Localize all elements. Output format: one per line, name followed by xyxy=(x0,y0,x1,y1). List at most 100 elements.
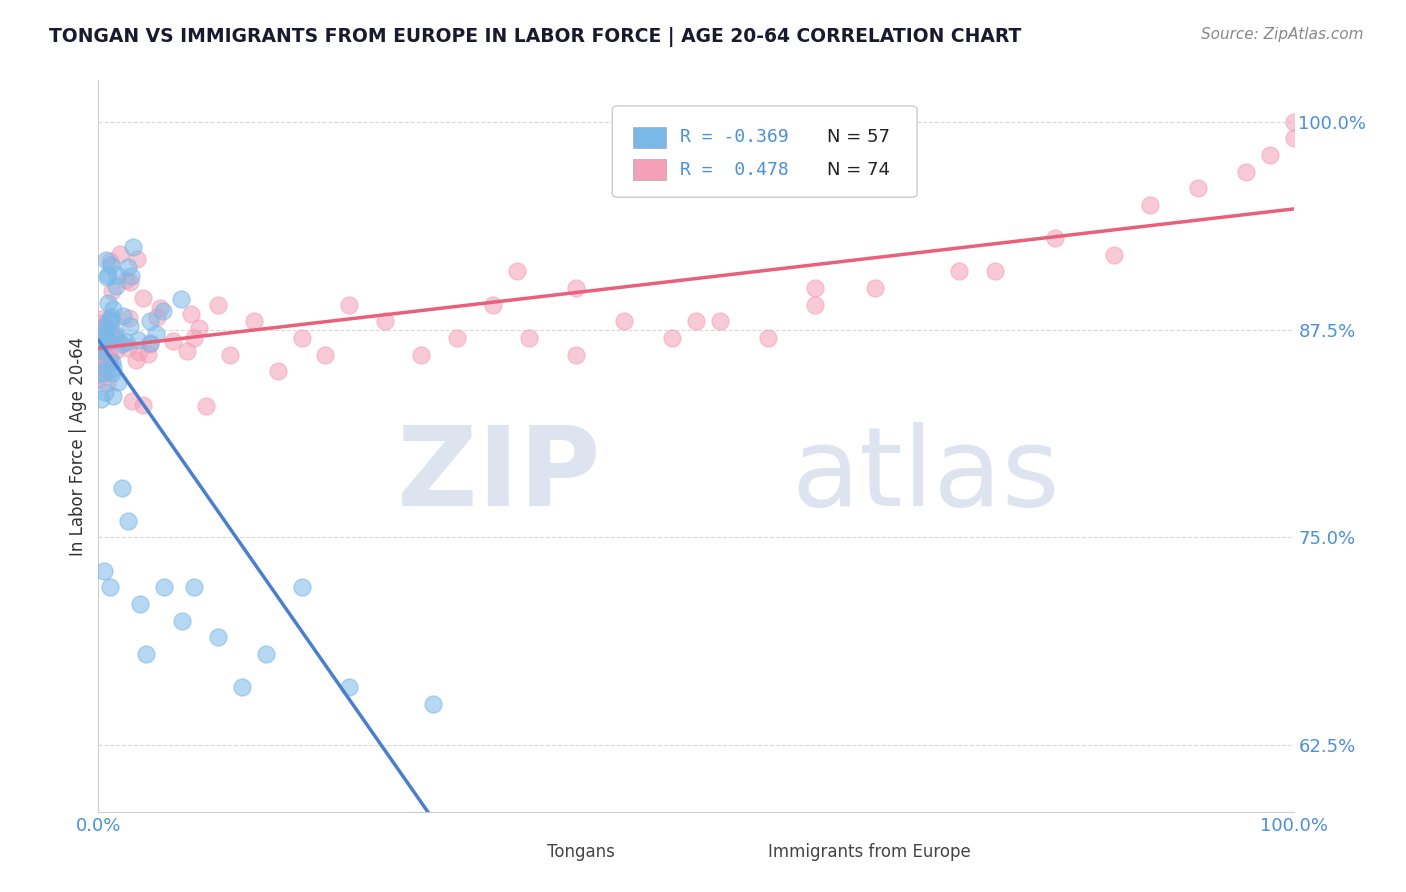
Point xyxy=(89,367,111,381)
Point xyxy=(117,514,139,528)
Point xyxy=(1234,164,1257,178)
Point xyxy=(108,247,131,261)
Point xyxy=(1139,198,1161,212)
Y-axis label: In Labor Force | Age 20-64: In Labor Force | Age 20-64 xyxy=(69,336,87,556)
Point xyxy=(96,376,118,391)
Point xyxy=(105,343,128,357)
Point xyxy=(194,399,217,413)
Point xyxy=(94,330,117,344)
Point xyxy=(183,331,205,345)
Point xyxy=(121,393,143,408)
Point xyxy=(125,252,148,267)
Point xyxy=(89,344,111,359)
Text: Immigrants from Europe: Immigrants from Europe xyxy=(768,843,970,861)
Point xyxy=(291,580,314,594)
Point xyxy=(1104,248,1126,262)
Text: Source: ZipAtlas.com: Source: ZipAtlas.com xyxy=(1201,27,1364,42)
Point xyxy=(124,352,146,367)
Point xyxy=(100,310,122,325)
FancyBboxPatch shape xyxy=(725,845,752,861)
FancyBboxPatch shape xyxy=(613,106,917,197)
FancyBboxPatch shape xyxy=(633,127,666,147)
Point xyxy=(709,314,731,328)
Point xyxy=(89,331,111,345)
Point xyxy=(138,347,160,361)
Point xyxy=(104,329,127,343)
Point xyxy=(254,647,277,661)
Point xyxy=(481,298,505,312)
Point xyxy=(446,331,468,345)
Point xyxy=(89,372,111,386)
Point xyxy=(105,268,128,282)
Point xyxy=(94,385,117,400)
Point xyxy=(115,273,138,287)
Point xyxy=(183,580,205,594)
Point xyxy=(96,270,118,285)
Point xyxy=(172,614,194,628)
Point xyxy=(1258,148,1281,162)
Point xyxy=(101,314,124,328)
Point xyxy=(145,310,167,324)
Point xyxy=(152,304,174,318)
Point xyxy=(176,344,198,359)
Point xyxy=(153,580,176,594)
Point xyxy=(97,334,120,348)
Point xyxy=(422,697,444,711)
Point xyxy=(135,647,157,661)
Point xyxy=(661,331,683,345)
Text: R =  0.478: R = 0.478 xyxy=(681,161,789,178)
Point xyxy=(89,316,111,330)
Point xyxy=(1282,115,1305,129)
Point xyxy=(115,334,138,349)
Point xyxy=(93,366,115,380)
Point xyxy=(162,334,184,349)
Point xyxy=(100,313,122,327)
Point xyxy=(103,301,125,316)
Point xyxy=(120,269,142,284)
Point xyxy=(103,388,125,402)
Point xyxy=(89,334,111,348)
Point xyxy=(139,314,162,328)
Point xyxy=(111,481,134,495)
Point xyxy=(756,331,779,345)
Point xyxy=(804,281,827,295)
Point xyxy=(97,295,120,310)
Point xyxy=(93,326,115,340)
Point xyxy=(145,327,167,342)
Point xyxy=(97,268,120,282)
Point xyxy=(291,331,314,345)
Point xyxy=(118,318,141,333)
Point xyxy=(107,375,129,389)
Point xyxy=(89,312,111,326)
Point xyxy=(100,284,122,298)
Point xyxy=(565,281,588,295)
Text: N = 57: N = 57 xyxy=(828,128,890,146)
Point xyxy=(96,352,118,367)
Point xyxy=(207,298,229,312)
Point xyxy=(243,314,266,328)
Point xyxy=(98,254,121,268)
Text: N = 74: N = 74 xyxy=(828,161,890,178)
FancyBboxPatch shape xyxy=(633,160,666,180)
Point xyxy=(315,347,337,361)
Point xyxy=(149,301,172,316)
Point xyxy=(207,630,229,644)
Point xyxy=(1187,181,1209,195)
Point xyxy=(122,240,145,254)
Point xyxy=(94,252,117,267)
Point xyxy=(948,264,970,278)
Point xyxy=(339,680,361,694)
Point xyxy=(117,260,139,275)
Point xyxy=(374,314,396,328)
Point xyxy=(98,350,121,364)
Point xyxy=(231,680,253,694)
Point xyxy=(89,350,111,364)
Point xyxy=(267,364,290,378)
Point xyxy=(132,398,155,412)
Point xyxy=(101,361,124,376)
Point xyxy=(93,318,115,333)
Point xyxy=(98,580,122,594)
Point xyxy=(188,321,211,335)
Point xyxy=(517,331,540,345)
Point xyxy=(96,362,118,376)
